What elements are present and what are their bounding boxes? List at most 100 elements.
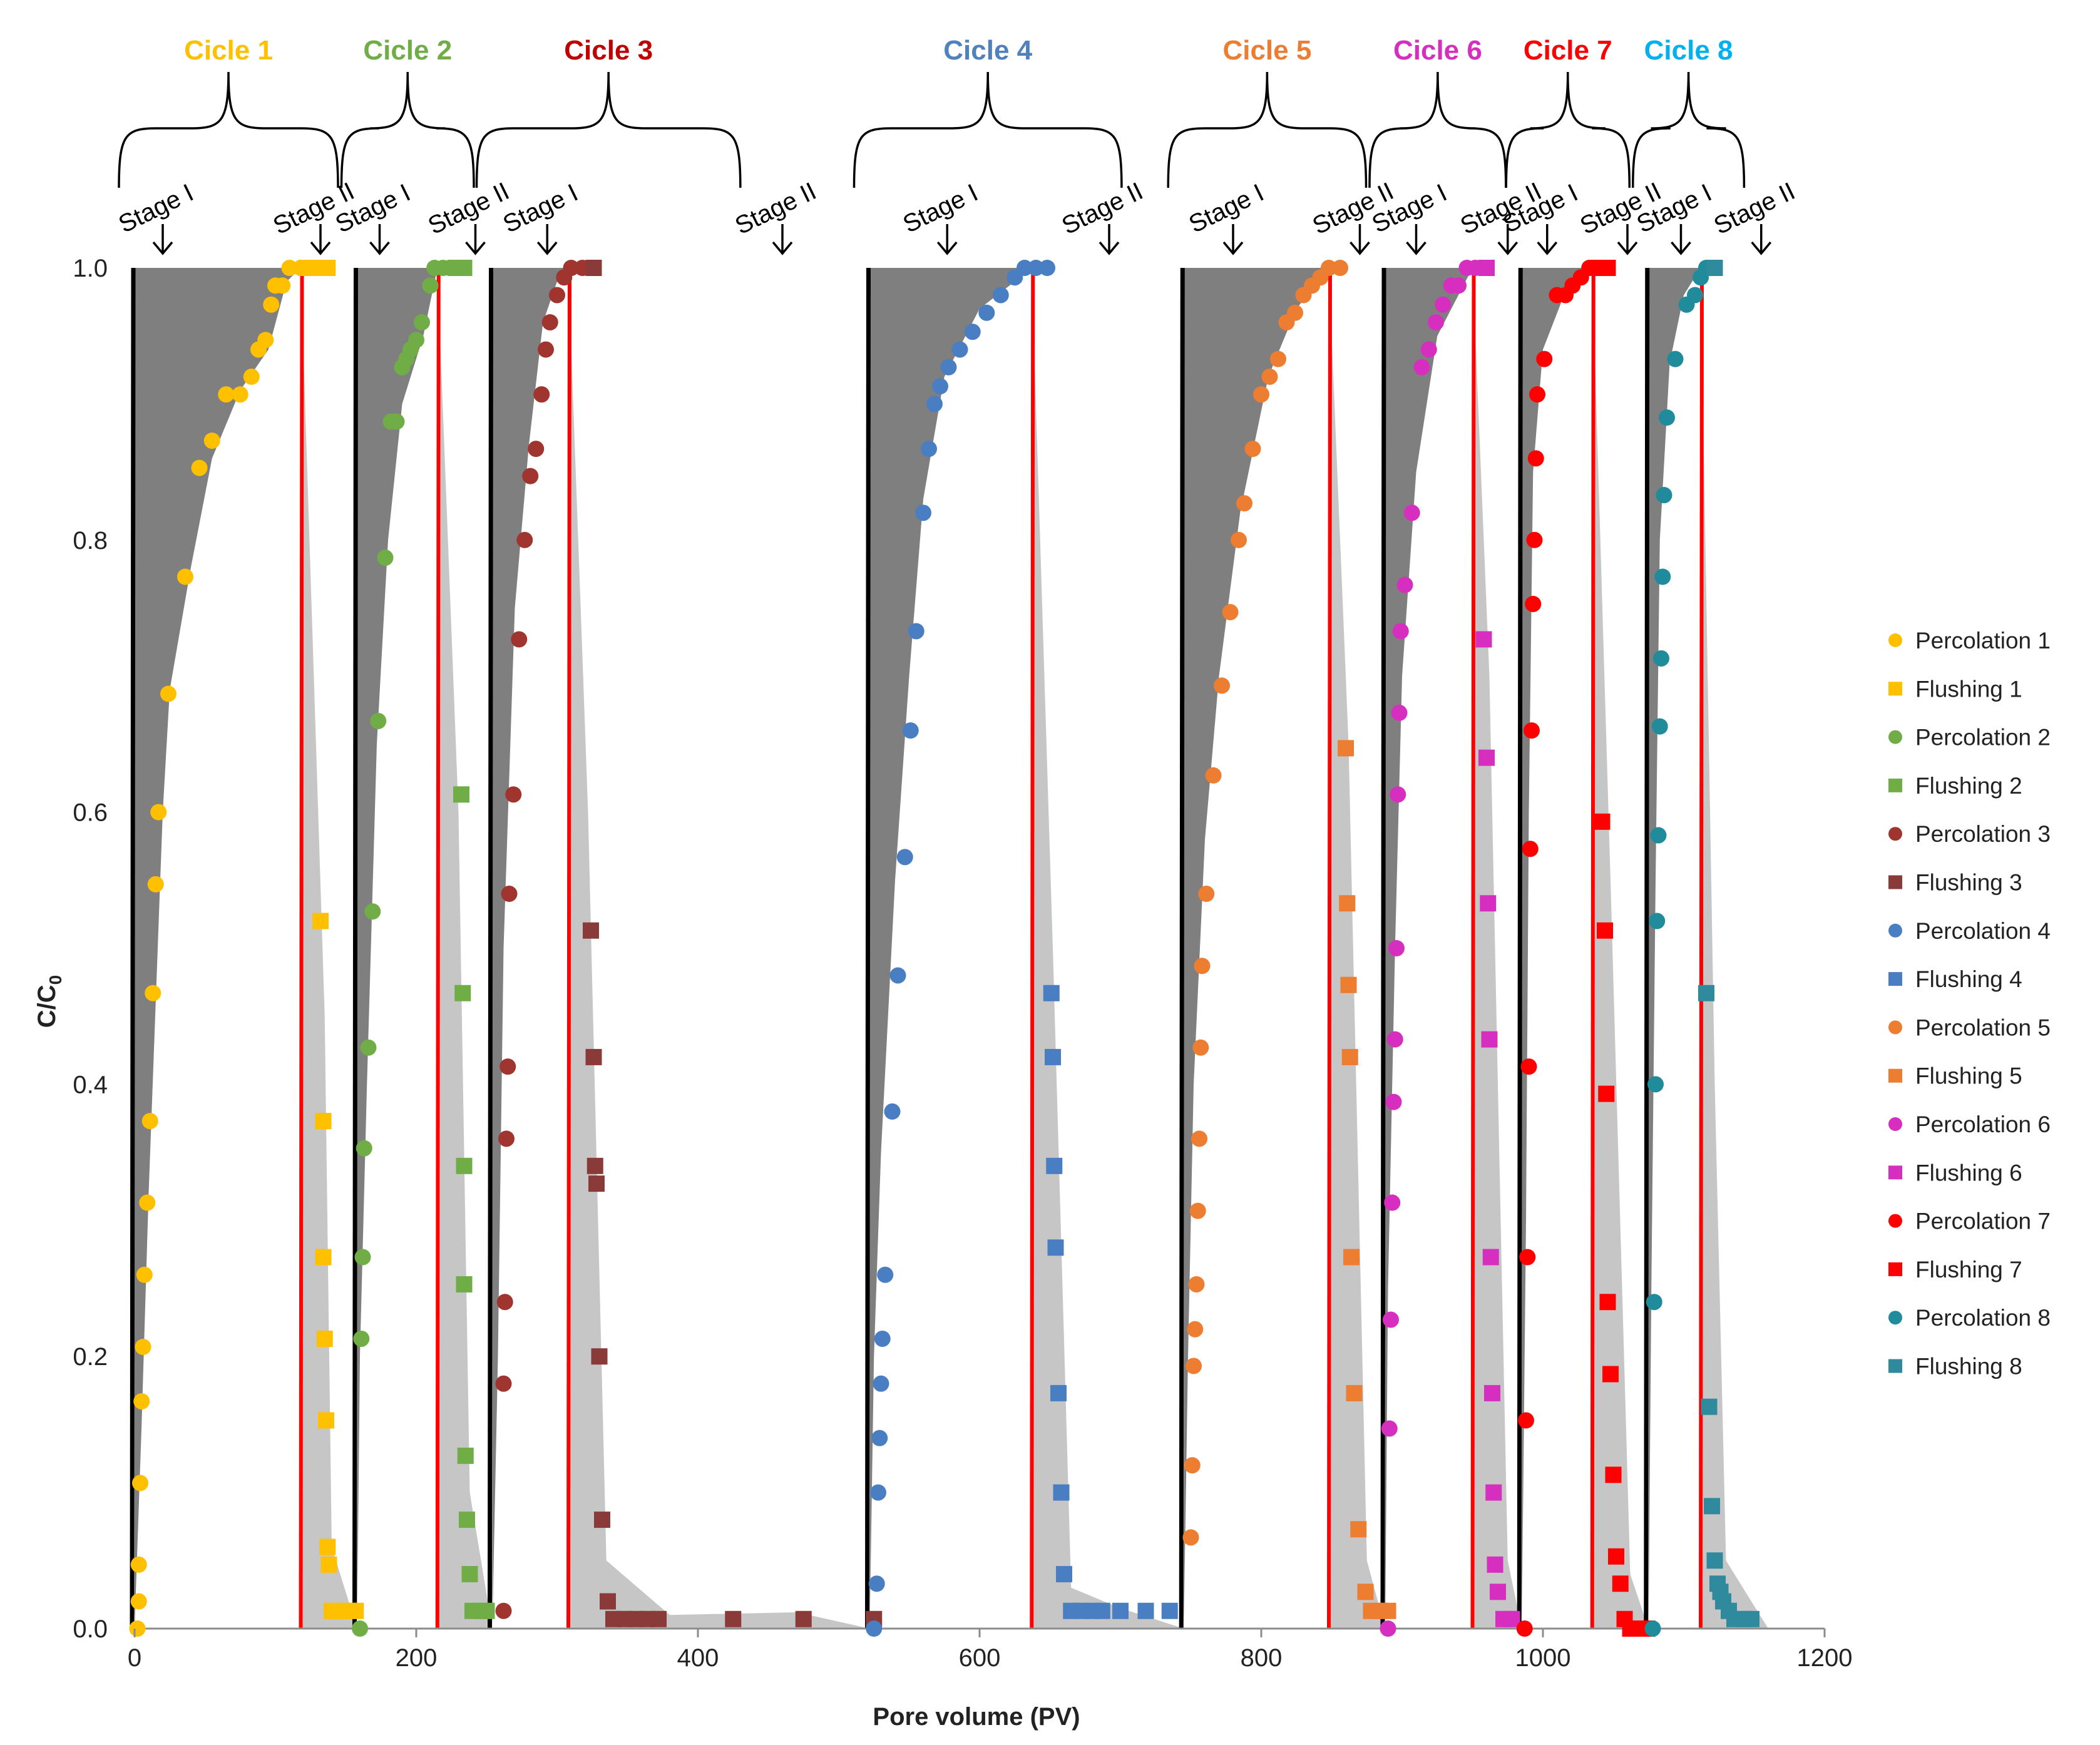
- x-tick-label-5: 1000: [1515, 1644, 1571, 1672]
- series-flushing-8: [1698, 260, 1759, 1627]
- y-tick-label-4: 0.8: [73, 527, 108, 555]
- legend-label-13: Flushing 7: [1915, 1257, 2022, 1282]
- point-7-0: [1043, 985, 1060, 1001]
- point-11-7: [1487, 1556, 1503, 1573]
- point-7-12: [1137, 1602, 1154, 1619]
- point-6-16: [940, 359, 957, 376]
- cycle-4-stage-2-label: Stage II: [1058, 177, 1147, 240]
- point-1-3: [316, 1330, 333, 1347]
- point-0-21: [263, 296, 280, 313]
- cycle-boundaries: [130, 267, 1704, 1629]
- point-3-4: [457, 1447, 474, 1464]
- cycle-3-flushing-area: [568, 268, 870, 1629]
- point-9-1: [1339, 895, 1356, 912]
- series-percolation-6: [1380, 260, 1483, 1637]
- point-9-0: [1338, 740, 1354, 757]
- point-6-6: [877, 1266, 894, 1283]
- point-6-19: [978, 304, 995, 321]
- x-tick-label-2: 400: [677, 1644, 719, 1672]
- legend-label-3: Flushing 2: [1915, 773, 2022, 799]
- point-4-14: [549, 287, 565, 304]
- point-6-14: [926, 396, 943, 412]
- cycle-1-stage-1-label: Stage I: [115, 179, 198, 238]
- point-10-2: [1383, 1311, 1399, 1328]
- cycle-4-start-line: [865, 267, 871, 1629]
- point-0-16: [218, 386, 235, 403]
- point-8-6: [1191, 1130, 1207, 1147]
- point-0-4: [133, 1393, 150, 1410]
- point-7-1: [1045, 1048, 1061, 1065]
- point-11-2: [1480, 895, 1497, 912]
- point-1-6: [320, 1556, 337, 1573]
- point-2-0: [352, 1620, 368, 1637]
- legend-label-10: Percolation 6: [1915, 1112, 2051, 1137]
- cycle-1-stage-2-arrow: [310, 224, 331, 255]
- cycle-4-flushing-area: [1032, 268, 1184, 1629]
- legend-marker-6: [1888, 923, 1902, 938]
- cycle-bands: [135, 268, 1768, 1629]
- point-8-1: [1184, 1457, 1201, 1474]
- point-14-4: [1650, 827, 1667, 844]
- cycle-6-brace: [1368, 71, 1507, 188]
- point-11-11: [1478, 260, 1495, 276]
- point-3-9: [478, 1602, 495, 1619]
- point-14-2: [1647, 1076, 1664, 1093]
- point-13-7: [1612, 1575, 1629, 1592]
- cycle-7-label: Cicle 7: [1524, 35, 1612, 66]
- point-6-3: [871, 1430, 888, 1446]
- point-6-12: [915, 504, 931, 521]
- y-tick-label-0: 0.0: [73, 1615, 108, 1643]
- point-12-7: [1526, 531, 1543, 548]
- legend: Percolation 1 Flushing 1 Percolation 2 Flus…: [1888, 628, 2051, 1379]
- legend-marker-12: [1888, 1214, 1902, 1228]
- point-8-15: [1244, 441, 1261, 458]
- point-11-3: [1481, 1031, 1498, 1048]
- legend-marker-9: [1888, 1068, 1902, 1083]
- point-13-4: [1602, 1366, 1619, 1383]
- cycle-7-percolation-area: [1522, 268, 1592, 1629]
- point-10-9: [1392, 623, 1409, 640]
- point-5-0: [585, 260, 602, 276]
- point-6-0: [866, 1620, 883, 1637]
- point-8-11: [1214, 677, 1230, 694]
- series-percolation-3: [495, 260, 591, 1619]
- point-0-5: [135, 1338, 151, 1355]
- cycle-3-brace: [475, 71, 742, 188]
- legend-label-4: Percolation 3: [1915, 821, 2051, 847]
- point-12-5: [1524, 722, 1540, 739]
- point-10-14: [1428, 314, 1444, 330]
- point-10-11: [1403, 504, 1420, 521]
- series-flushing-4: [1043, 985, 1178, 1619]
- point-8-13: [1231, 531, 1247, 548]
- point-4-0: [495, 1602, 512, 1619]
- point-8-14: [1236, 495, 1252, 512]
- cycle-6-percolation-area: [1385, 268, 1473, 1629]
- legend-marker-14: [1888, 1311, 1902, 1325]
- point-11-8: [1490, 1584, 1506, 1600]
- point-7-5: [1053, 1484, 1070, 1501]
- point-0-8: [141, 1113, 158, 1130]
- point-2-3: [356, 1140, 372, 1157]
- point-15-1: [1701, 1398, 1718, 1415]
- cycle-2-switch-line: [435, 267, 441, 1629]
- cycle-5-label: Cicle 5: [1222, 35, 1311, 66]
- point-10-7: [1390, 786, 1406, 803]
- point-11-10: [1503, 1610, 1520, 1627]
- point-14-5: [1651, 718, 1668, 735]
- point-8-12: [1222, 604, 1239, 621]
- point-13-2: [1598, 1085, 1615, 1102]
- point-9-10: [1380, 1602, 1396, 1619]
- legend-label-0: Percolation 1: [1915, 628, 2051, 653]
- point-4-12: [538, 341, 554, 358]
- point-4-16: [563, 260, 580, 276]
- point-12-0: [1516, 1620, 1533, 1637]
- point-6-11: [908, 623, 925, 640]
- legend-marker-3: [1888, 778, 1902, 792]
- series-percolation-5: [1182, 260, 1348, 1546]
- point-0-7: [139, 1194, 156, 1211]
- cycle-4-stage-2-arrow: [1099, 224, 1120, 255]
- point-9-2: [1340, 976, 1357, 993]
- point-13-1: [1597, 922, 1613, 939]
- point-10-1: [1381, 1420, 1398, 1437]
